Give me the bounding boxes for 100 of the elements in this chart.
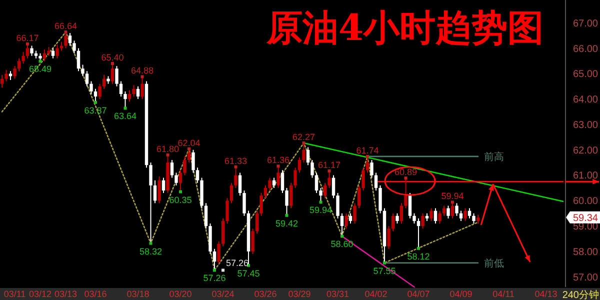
point: [179, 190, 182, 194]
point: [222, 268, 224, 272]
candlestick: [0, 74, 4, 88]
candlestick: [56, 44, 59, 59]
candlestick: [178, 170, 182, 192]
candlestick: [459, 210, 463, 222]
series-label: 前低: [484, 257, 504, 270]
series-label: 前高: [484, 150, 504, 163]
point: [213, 268, 216, 272]
data-label: 59.42: [275, 218, 298, 228]
candlestick: [264, 184, 268, 199]
candlestick: [26, 43, 30, 59]
y-tick-label: 58.00: [572, 246, 598, 258]
point: [276, 164, 280, 168]
data-label: 60.35: [169, 194, 192, 205]
point: [404, 176, 408, 180]
point: [166, 153, 170, 156]
data-label: 60.89: [394, 167, 418, 178]
point: [451, 200, 454, 204]
candlestick: [192, 149, 195, 174]
candlestick: [234, 166, 238, 188]
candlestick: [404, 178, 408, 209]
candlestick: [348, 212, 352, 224]
y-tick-label: 66.00: [572, 44, 598, 55]
candlestick: [370, 160, 374, 178]
data-label: 61.36: [266, 155, 290, 166]
candlestick: [136, 86, 140, 100]
data-label: 64.88: [130, 66, 154, 76]
y-tick-label: 62.00: [572, 145, 598, 156]
candlestick: [196, 167, 200, 184]
point: [149, 242, 152, 245]
candlestick: [42, 49, 46, 62]
candlestick: [238, 172, 242, 196]
candlestick: [450, 202, 454, 219]
point: [328, 169, 331, 172]
data-label: 61.80: [156, 144, 180, 154]
candlestick: [128, 90, 132, 102]
point: [38, 60, 42, 63]
x-tick-label: 03/18: [126, 289, 150, 299]
candlestick: [472, 212, 476, 224]
candlestick: [374, 172, 378, 191]
point: [26, 42, 29, 46]
chart-title: 原油4小时趋势图: [265, 7, 544, 49]
candlestick: [319, 187, 322, 203]
candlestick: [357, 184, 361, 209]
candlestick: [421, 212, 424, 230]
x-tick-label: 03/20: [169, 289, 192, 299]
point: [140, 75, 144, 78]
candlestick: [221, 218, 225, 247]
candlestick: [306, 146, 310, 166]
candlestick: [442, 205, 446, 216]
candlestick: [298, 156, 302, 174]
text: 240分钟: [562, 289, 599, 300]
x-tick-label: 04/09: [450, 289, 472, 299]
x-tick-label: 04/02: [364, 289, 388, 299]
data-label: 59.94: [309, 205, 332, 216]
candlestick: [204, 202, 208, 230]
point: [383, 261, 386, 264]
candlestick: [132, 84, 136, 98]
candlestick: [434, 208, 438, 224]
candlestick: [158, 176, 161, 204]
candlestick: [212, 248, 216, 271]
point: [111, 62, 114, 65]
candlestick: [366, 156, 370, 174]
x-tick-label: 03/12: [28, 289, 52, 299]
candlestick: [464, 208, 467, 222]
candlestick: [162, 177, 166, 194]
candlestick: [98, 83, 102, 100]
point: [366, 154, 369, 158]
candlestick: [90, 80, 93, 94]
candlestick: [412, 212, 416, 224]
candlestick: [94, 88, 98, 103]
point: [319, 200, 322, 204]
candlestick: [353, 202, 356, 224]
data-label: 63.64: [114, 111, 137, 122]
candlestick: [446, 205, 450, 219]
candlestick: [251, 228, 254, 254]
data-label: 57.45: [237, 268, 260, 278]
point: [124, 106, 127, 110]
y-tick-label: 65.00: [572, 69, 598, 80]
candlestick: [285, 187, 288, 216]
y-tick-label: 64.00: [572, 94, 598, 106]
data-label: 58.32: [139, 246, 162, 256]
candlestick: [362, 167, 365, 191]
point: [94, 100, 97, 104]
data-label: 66.17: [16, 32, 39, 43]
point: [234, 165, 238, 168]
data-label: 58.60: [330, 239, 354, 250]
data-label: 65.40: [101, 52, 124, 62]
data-label: 65.49: [28, 64, 52, 74]
candlestick: [22, 52, 25, 64]
point: [188, 147, 190, 150]
candlestick: [76, 48, 80, 72]
point: [340, 234, 344, 238]
candlestick: [408, 192, 412, 219]
candlestick: [30, 45, 34, 56]
candlestick: [115, 66, 118, 87]
candlestick: [289, 182, 293, 209]
x-tick-label: 03/16: [84, 289, 107, 299]
candlestick: [119, 80, 123, 98]
